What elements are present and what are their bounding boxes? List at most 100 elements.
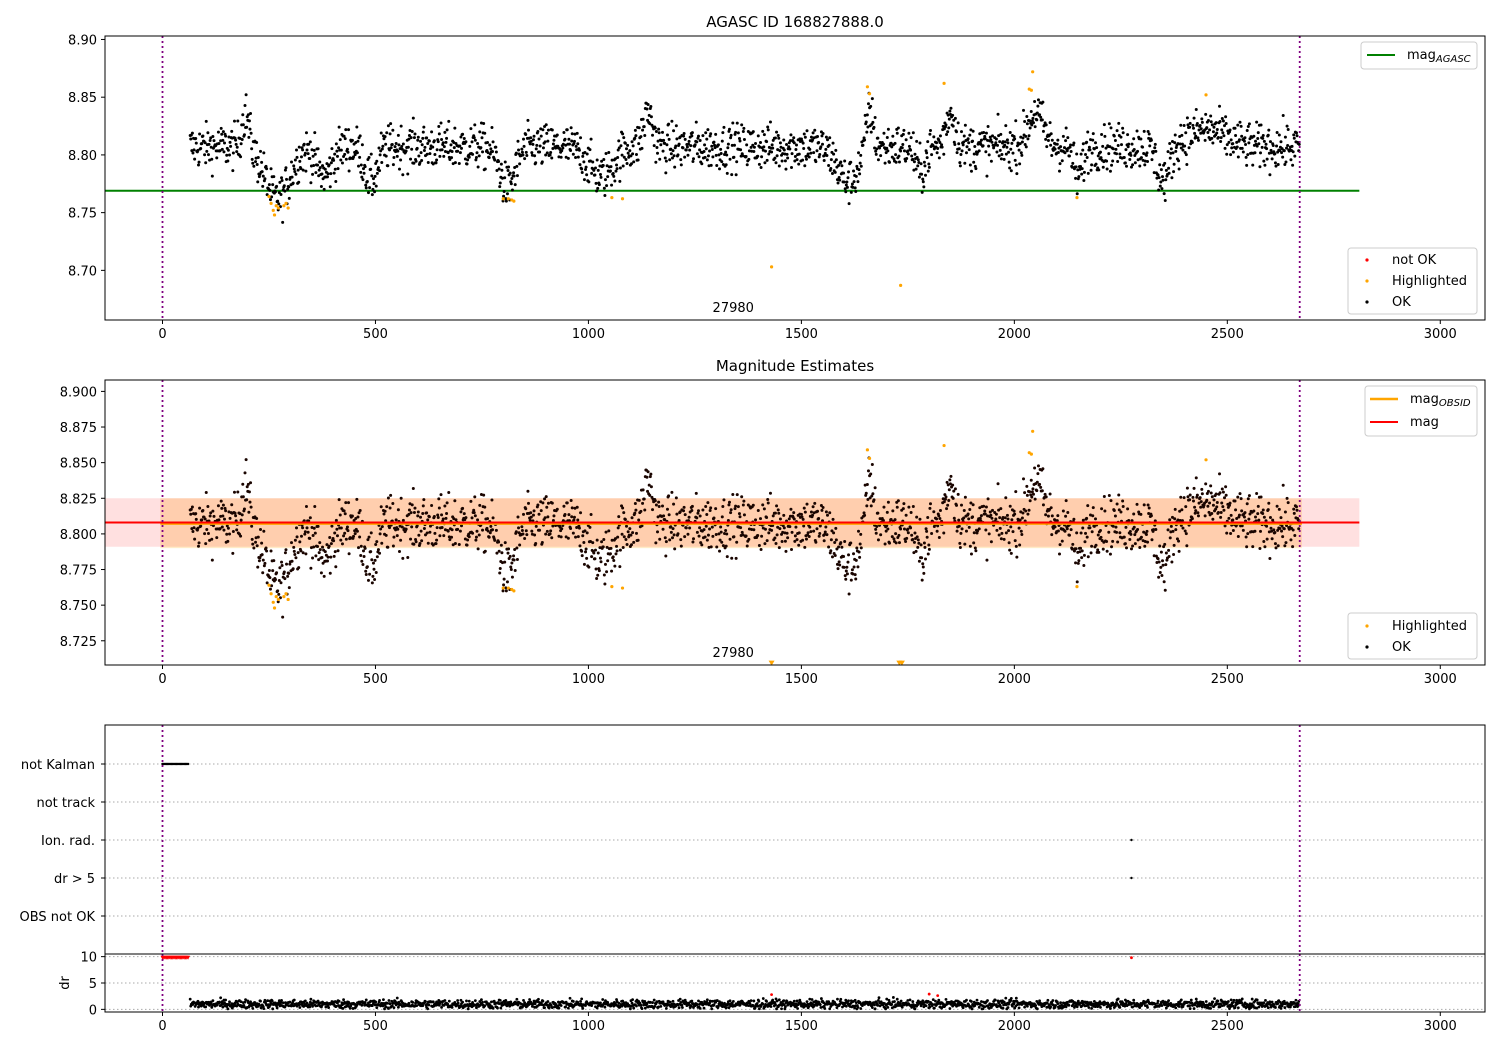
ok-point — [943, 493, 947, 497]
ok-point — [276, 600, 280, 604]
ok-point — [978, 506, 982, 510]
ok-point — [290, 160, 294, 164]
ok-point — [1183, 144, 1187, 148]
ok-point — [926, 552, 930, 556]
ok-point — [385, 505, 389, 509]
ok-point — [1144, 532, 1148, 536]
legend-mag-agasc-label: magAGASC — [1407, 48, 1471, 65]
ok-point — [357, 511, 361, 515]
ok-point — [891, 134, 895, 138]
ok-point — [505, 580, 509, 584]
ok-point — [912, 540, 916, 544]
ok-point — [1275, 504, 1279, 508]
dr-point — [554, 1003, 558, 1006]
ok-point — [334, 142, 338, 146]
ok-point — [832, 531, 836, 535]
ok-point — [1228, 501, 1232, 505]
ok-point — [1238, 120, 1242, 124]
ok-point — [1008, 130, 1012, 134]
ok-point — [1024, 145, 1028, 149]
ok-point — [589, 539, 593, 543]
ok-point — [503, 560, 507, 564]
ok-point — [1211, 141, 1215, 145]
ok-point — [1050, 138, 1054, 142]
ok-point — [1216, 136, 1220, 140]
ok-point — [467, 535, 471, 539]
ok-point — [453, 126, 457, 130]
ok-point — [401, 518, 405, 522]
dr-point — [491, 1006, 495, 1010]
ok-point — [361, 562, 365, 566]
ok-point — [897, 154, 901, 158]
ok-point — [346, 529, 350, 533]
ok-point — [1179, 495, 1183, 499]
ok-point — [305, 526, 309, 530]
ok-point — [727, 503, 731, 507]
ok-point — [1003, 143, 1007, 147]
ok-point — [514, 530, 518, 534]
ok-point — [391, 128, 395, 132]
ok-point — [451, 543, 455, 547]
ok-point — [223, 506, 227, 510]
ok-point — [1264, 142, 1268, 146]
ok-point — [844, 190, 848, 194]
ok-point — [916, 164, 920, 168]
ok-point — [1131, 163, 1135, 167]
ok-point — [1246, 532, 1250, 536]
ok-point — [330, 147, 334, 151]
ok-point — [673, 165, 677, 169]
ok-point — [957, 147, 961, 151]
ok-point — [696, 511, 700, 515]
ok-point — [526, 128, 530, 132]
ok-point — [1209, 484, 1213, 488]
ok-point — [825, 153, 829, 157]
ok-point — [859, 164, 863, 168]
dr-point — [556, 1000, 560, 1004]
ok-point — [657, 500, 661, 504]
ok-point — [731, 121, 735, 125]
ok-point — [1117, 508, 1121, 512]
ok-point — [404, 527, 408, 531]
ok-point — [720, 139, 724, 143]
ok-point — [1247, 517, 1251, 521]
ok-point — [1185, 116, 1189, 120]
ok-point — [985, 174, 989, 178]
ok-point — [610, 569, 614, 573]
ok-point — [667, 494, 671, 498]
x-tick-label: 2000 — [998, 327, 1031, 342]
ok-point — [593, 173, 597, 177]
ok-point — [759, 141, 762, 145]
ok-point — [268, 587, 272, 591]
ok-point — [1044, 137, 1048, 141]
ok-point — [1044, 513, 1048, 517]
ok-point — [857, 529, 861, 533]
ok-point — [618, 548, 622, 552]
ok-point — [493, 158, 497, 162]
dr-point — [570, 1003, 574, 1007]
ok-point — [1285, 496, 1289, 500]
ok-point — [925, 529, 929, 533]
ok-point — [643, 508, 647, 512]
dr-point — [257, 1003, 261, 1007]
ok-point — [790, 152, 794, 156]
ok-point — [1065, 149, 1069, 153]
ok-point — [1033, 125, 1037, 129]
ok-point — [916, 545, 920, 549]
ok-point — [722, 498, 726, 502]
ok-point — [490, 498, 494, 502]
ok-point — [951, 483, 955, 487]
ok-point — [189, 512, 193, 516]
ok-point — [1080, 556, 1084, 560]
ok-point — [396, 508, 400, 512]
ok-point — [947, 117, 951, 121]
ok-point — [995, 528, 999, 532]
ok-point — [618, 166, 622, 170]
ok-point — [1043, 492, 1047, 496]
ok-point — [1007, 541, 1011, 545]
ok-point — [499, 162, 503, 166]
ok-point — [1167, 171, 1171, 175]
ok-point — [392, 156, 396, 160]
ok-point — [1166, 150, 1170, 154]
ok-point — [725, 555, 729, 559]
ok-point — [1289, 538, 1293, 542]
